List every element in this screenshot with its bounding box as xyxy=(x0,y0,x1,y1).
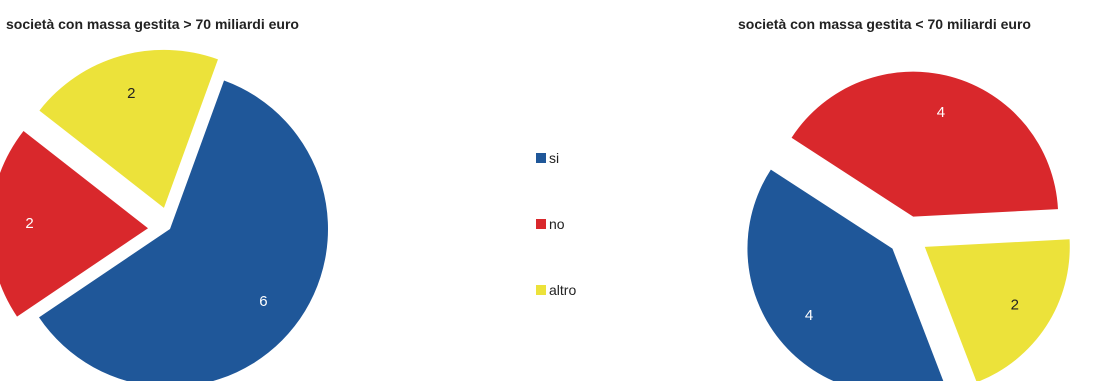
pie-slice-no xyxy=(791,71,1058,217)
pie-slice-no xyxy=(0,130,149,317)
legend-label-altro: altro xyxy=(549,282,577,298)
pie-chart-right: 4 4 2 xyxy=(747,71,1070,381)
pie-slice-altro xyxy=(924,239,1070,381)
pie-chart-left: 6 2 2 xyxy=(0,49,328,381)
chart-title-right: società con massa gestita < 70 miliardi … xyxy=(738,16,1031,32)
chart-title-left: società con massa gestita > 70 miliardi … xyxy=(6,16,299,32)
legend-swatch-si xyxy=(536,153,546,163)
pie-slice-label-altro: 2 xyxy=(127,85,135,102)
pie-slice-label-si: 6 xyxy=(259,293,267,310)
legend-item-altro: altro xyxy=(536,282,576,298)
legend-swatch-altro xyxy=(536,285,546,295)
legend-item-si: si xyxy=(536,150,559,166)
legend-swatch-no xyxy=(536,219,546,229)
pie-slice-si xyxy=(39,80,328,381)
legend-label-no: no xyxy=(549,216,565,232)
pie-slice-label-si: 4 xyxy=(805,307,813,324)
pie-slice-label-no: 2 xyxy=(25,215,33,232)
pie-slice-si xyxy=(747,169,944,381)
legend-label-si: si xyxy=(549,150,560,166)
legend-item-no: no xyxy=(536,216,565,232)
pie-slice-label-no: 4 xyxy=(937,104,945,121)
pie-slice-label-altro: 2 xyxy=(1011,296,1019,313)
pie-slice-altro xyxy=(39,49,218,208)
